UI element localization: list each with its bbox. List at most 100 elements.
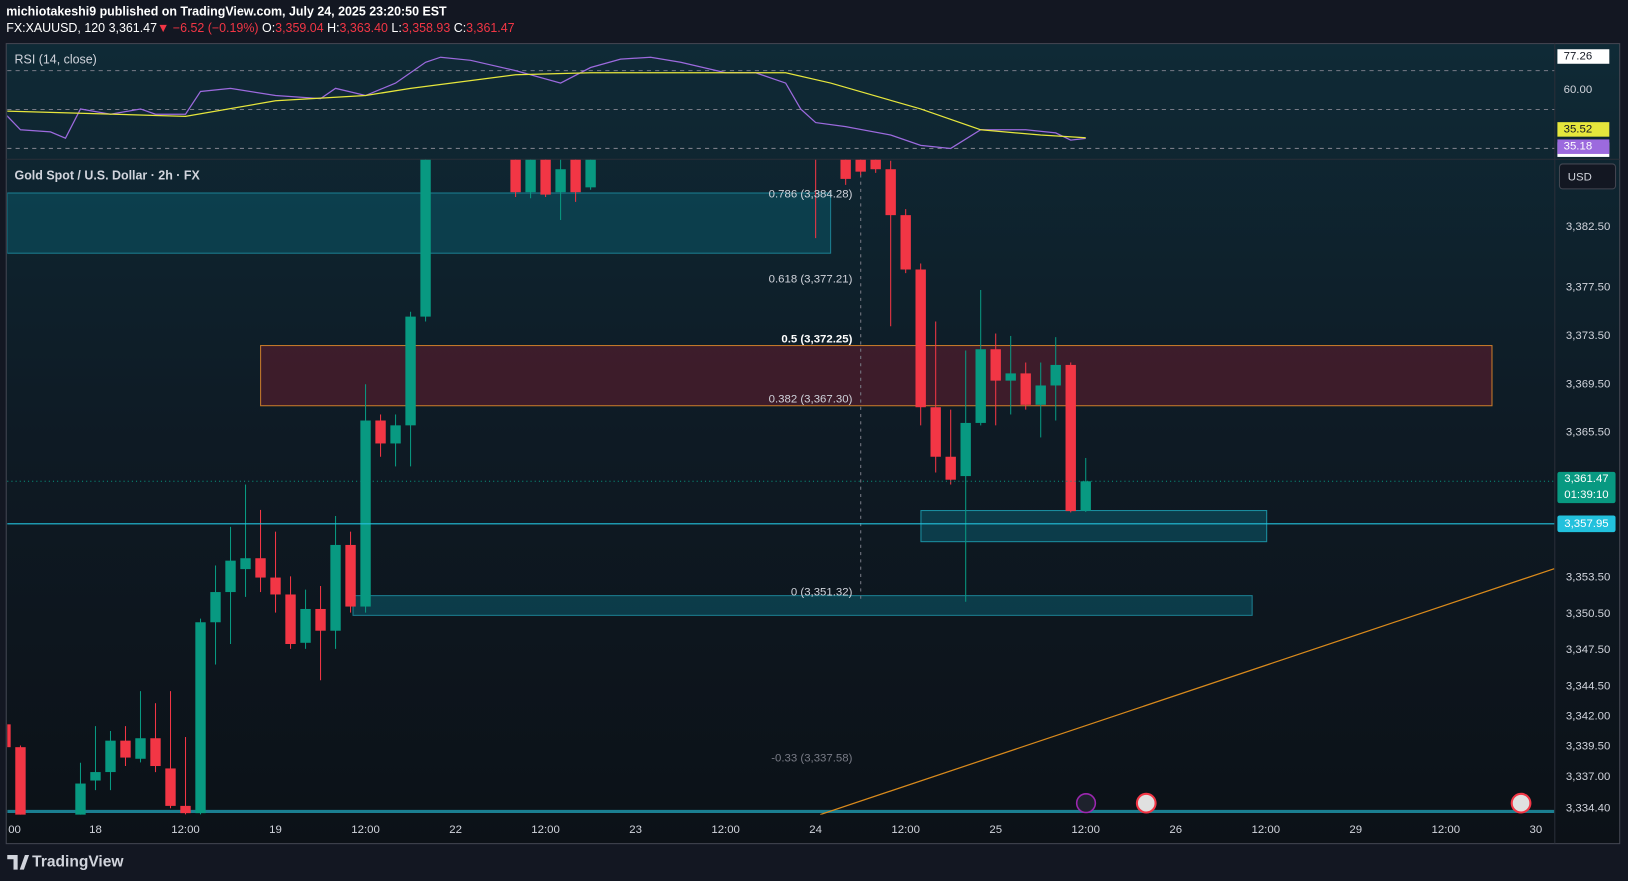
candle-body — [945, 456, 956, 480]
event-icon[interactable] — [1510, 792, 1532, 814]
logo-mark — [7, 855, 30, 870]
x-tick-label: 12:00 — [711, 824, 740, 836]
event-icon[interactable] — [1075, 793, 1097, 814]
candle-body — [885, 169, 896, 216]
candle-body — [165, 768, 176, 806]
price-badge — [1557, 471, 1616, 504]
value-label: 35.18 — [1564, 141, 1593, 153]
candle-body — [270, 577, 281, 595]
x-tick-label: 24 — [809, 824, 822, 836]
x-tick-label: 12:00 — [1251, 824, 1280, 836]
candle-body — [360, 420, 371, 607]
badge-box — [1557, 471, 1616, 504]
fib-label: 0.786 (3,384.28) — [769, 188, 853, 200]
zone — [260, 345, 1493, 407]
candle-body — [930, 407, 941, 457]
x-tick-label: 18 — [89, 824, 102, 836]
candle-body — [135, 738, 146, 759]
fib-label: 0.5 (3,372.25) — [781, 334, 852, 346]
range-badge — [1557, 49, 1610, 64]
x-tick-label: 12:00 — [891, 824, 920, 836]
range-label: 77.26 — [1564, 51, 1593, 63]
candle-body — [510, 159, 521, 193]
candle-body — [195, 622, 206, 814]
candle-body — [1065, 364, 1076, 512]
o-value: 3,359.04 — [275, 21, 324, 35]
candle-body — [1020, 373, 1031, 405]
candle-body — [915, 269, 926, 408]
y-tick-label: 3,334.40 — [1566, 802, 1610, 814]
logo: TradingView — [7, 853, 124, 870]
logo-text: TradingView — [32, 853, 124, 870]
zone — [352, 595, 1253, 616]
y-tick-label: 3,350.50 — [1566, 608, 1610, 620]
candle-body — [525, 159, 536, 193]
value-badge — [1557, 122, 1610, 137]
y-tick-label: 3,382.50 — [1566, 221, 1610, 233]
candle-body — [585, 159, 596, 188]
currency[interactable]: USD — [1568, 171, 1592, 183]
drawings — [7, 159, 1555, 815]
y-tick-label: 3,347.50 — [1566, 644, 1610, 656]
candle-body — [15, 747, 26, 815]
c-label: C: — [454, 21, 466, 35]
x-tick-label: 12:00 — [531, 824, 560, 836]
candle-body — [1050, 364, 1061, 386]
y-tick-label: 3,337.00 — [1566, 771, 1610, 783]
candle-body — [855, 159, 866, 172]
fib-label: 0 (3,351.32) — [791, 587, 853, 599]
candle-body — [570, 159, 581, 193]
candle-body — [255, 558, 266, 578]
price-label: 3,357.95 — [1564, 518, 1608, 530]
x-tick-label: 00 — [8, 824, 21, 836]
rsi-title: RSI (14, close) — [15, 52, 97, 66]
candle-body — [420, 159, 431, 317]
candle-body — [960, 422, 971, 477]
candle-body — [375, 420, 386, 444]
y-tick-label: 3,377.50 — [1566, 282, 1610, 294]
x-tick-label: 12:00 — [171, 824, 200, 836]
chart-frame — [5, 43, 1621, 845]
y-tick-label: 3,353.50 — [1566, 572, 1610, 584]
value-badge — [1557, 139, 1610, 154]
event-icon[interactable] — [1135, 792, 1157, 814]
candle-body — [285, 594, 296, 645]
trend-line — [820, 568, 1555, 815]
symbol-title: Gold Spot / U.S. Dollar · 2h · FX — [15, 169, 201, 183]
candle-body — [225, 560, 236, 593]
y-tick-label: 3,373.50 — [1566, 330, 1610, 342]
o-label: O: — [262, 21, 275, 35]
candle-body — [990, 349, 1001, 381]
l-value: 3,358.93 — [402, 21, 451, 35]
candle-body — [540, 159, 551, 195]
candle-body — [390, 425, 401, 444]
h-value: 3,363.40 — [340, 21, 389, 35]
fib-label: -0.33 (3,337.58) — [771, 752, 852, 764]
x-tick-label: 12:00 — [1071, 824, 1100, 836]
candle-body — [1080, 481, 1091, 511]
publisher: michiotakeshi9 published on TradingView.… — [6, 5, 447, 19]
candle-body — [90, 772, 101, 781]
candle-body — [1035, 385, 1046, 405]
candle-body — [975, 349, 986, 423]
rsi-line — [7, 56, 1086, 150]
change: −6.52 (−0.19%) — [173, 21, 259, 35]
y-tick-label: 3,342.00 — [1566, 711, 1610, 723]
currency-button[interactable] — [1558, 163, 1617, 190]
y-tick-label: 3,365.50 — [1566, 427, 1610, 439]
c-value: 3,361.47 — [466, 21, 515, 35]
last: 3,361.47 — [109, 21, 158, 35]
candle-body — [75, 783, 86, 815]
x-tick-label: 29 — [1349, 824, 1362, 836]
rsi-line — [7, 72, 1086, 139]
candle-body — [120, 740, 131, 758]
plot: 0.786 (3,384.28) 0.618 (3,377.21) 0.5 (3,3… — [7, 49, 1616, 836]
h-label: H: — [327, 21, 339, 35]
candle-body — [870, 159, 881, 170]
x-tick-label: 26 — [1169, 824, 1182, 836]
x-tick-label: 25 — [989, 824, 1002, 836]
candle-body — [840, 159, 851, 179]
candle-body — [555, 169, 566, 193]
